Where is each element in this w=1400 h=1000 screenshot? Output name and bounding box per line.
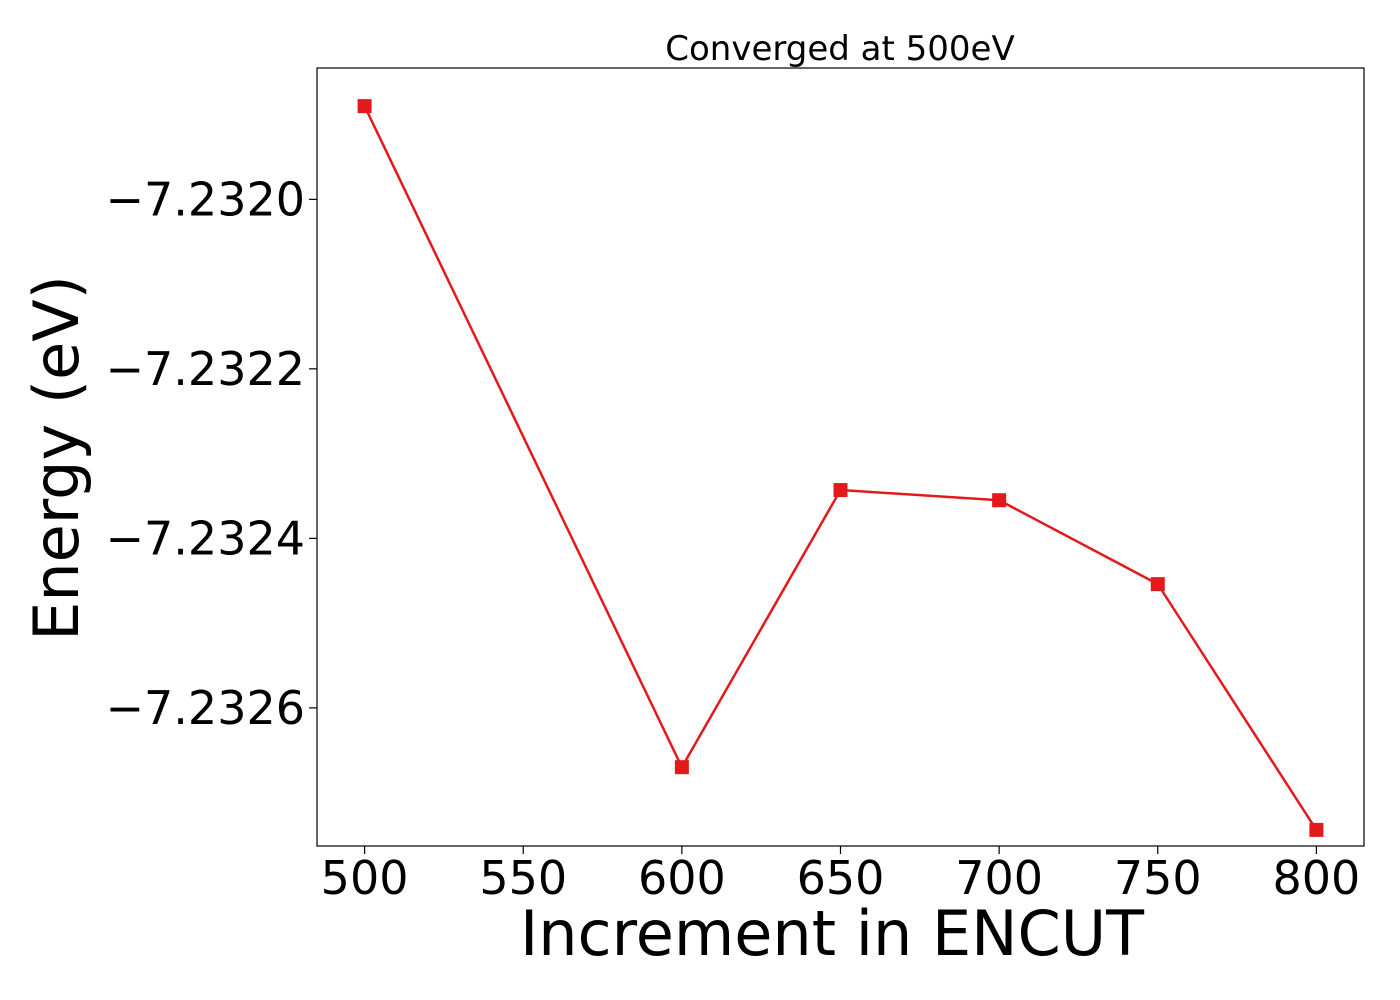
data-point-marker [1150,577,1165,592]
x-tick-label: 800 [1273,851,1361,905]
plot-area-frame [316,67,1365,847]
x-tick-label: 600 [638,851,726,905]
y-tick-label: −7.2324 [106,511,306,565]
y-tick-label: −7.2322 [106,342,306,396]
x-axis-label: Increment in ENCUT [520,897,1145,970]
y-tick-label: −7.2320 [106,172,306,226]
x-tick-label: 650 [797,851,885,905]
y-axis-ticks: −7.2320 −7.2322 −7.2324 −7.2326 [106,172,317,735]
data-point-marker [674,760,689,775]
x-tick-label: 500 [321,851,409,905]
data-point-marker [357,99,372,114]
y-axis-label: Energy (eV) [20,275,93,641]
data-point-marker [992,493,1007,508]
x-tick-label: 750 [1114,851,1202,905]
series-layer [357,99,1324,837]
x-tick-label: 550 [479,851,567,905]
y-tick-label: −7.2326 [106,681,306,735]
series-line [363,105,1318,831]
x-axis-ticks: 500 550 600 650 700 750 800 [321,846,1361,905]
x-tick-label: 700 [955,851,1043,905]
data-point-marker [833,483,848,498]
data-point-marker [1309,822,1324,837]
chart-title: Converged at 500eV [665,29,1014,69]
